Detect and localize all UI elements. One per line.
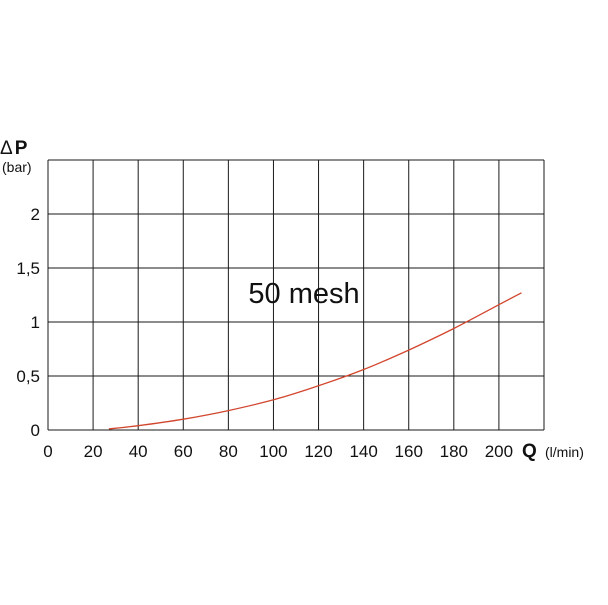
x-axis-symbol: Q xyxy=(522,441,537,462)
y-tick-label: 1,5 xyxy=(16,259,40,278)
chart-annotation: 50 mesh xyxy=(248,278,359,310)
y-tick-label: 0,5 xyxy=(16,367,40,386)
x-tick-label: 20 xyxy=(84,442,103,461)
y-axis-symbol-delta: Δ xyxy=(0,138,13,159)
x-tick-label: 60 xyxy=(174,442,193,461)
y-tick-label: 1 xyxy=(31,313,40,332)
x-axis-unit: (l/min) xyxy=(545,444,584,460)
x-tick-label: 160 xyxy=(395,442,423,461)
series-line xyxy=(108,292,522,430)
x-tick-label: 180 xyxy=(440,442,468,461)
x-tick-label: 40 xyxy=(129,442,148,461)
y-tick-label: 0 xyxy=(31,421,40,440)
y-tick-label: 2 xyxy=(31,205,40,224)
y-axis-unit: (bar) xyxy=(2,159,32,175)
x-tick-label: 80 xyxy=(219,442,238,461)
chart-series xyxy=(108,292,522,430)
x-tick-label: 120 xyxy=(304,442,332,461)
chart-tick-labels: 0 20 40 60 80 100 120 140 160 180 200 0 0,5 1 1,5 2 xyxy=(16,205,513,461)
x-tick-label: 140 xyxy=(349,442,377,461)
chart-grid xyxy=(47,159,545,431)
x-tick-label: 200 xyxy=(485,442,513,461)
x-tick-label: 0 xyxy=(43,442,52,461)
x-tick-label: 100 xyxy=(259,442,287,461)
y-axis-symbol-letter: P xyxy=(15,138,28,159)
